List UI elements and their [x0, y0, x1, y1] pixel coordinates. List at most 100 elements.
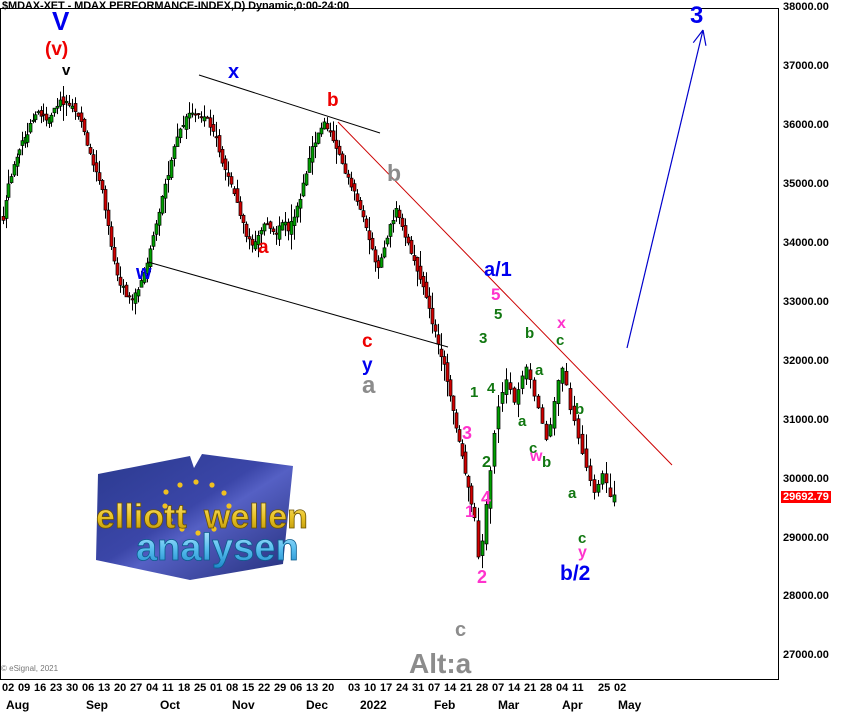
candle-body	[235, 188, 240, 203]
date-tick-label: 13	[306, 682, 319, 694]
candle-body	[460, 443, 465, 457]
candle-body	[394, 208, 399, 218]
wave-label-a1-11: a/1	[484, 259, 512, 281]
candle-body	[612, 494, 617, 503]
price-tick-label: 28000.00	[783, 590, 829, 603]
date-tick-label: 06	[290, 682, 303, 694]
candle-body	[232, 188, 237, 195]
date-tick-label: 21	[460, 682, 473, 694]
candle-body	[361, 210, 366, 218]
candle-body	[226, 172, 231, 177]
candle-body	[418, 265, 423, 280]
candle-body	[415, 256, 420, 272]
candle-body	[334, 139, 339, 149]
date-tick-label: 28	[540, 682, 553, 694]
candle-body	[127, 295, 132, 298]
candle-body	[512, 387, 517, 403]
candle-body	[247, 236, 252, 240]
candle-body	[1, 215, 6, 221]
candle-body	[112, 247, 117, 262]
month-label: Mar	[498, 698, 520, 712]
candle-body	[313, 142, 318, 148]
candle-body	[343, 163, 348, 174]
candle-body	[310, 146, 315, 163]
candle-body	[355, 193, 360, 202]
month-label: Apr	[562, 698, 583, 712]
date-tick-label: 22	[258, 682, 271, 694]
wave-label-b2-34: b/2	[560, 562, 591, 585]
candle-body	[268, 221, 273, 229]
candle-body	[516, 389, 521, 405]
date-tick-label: 02	[2, 682, 15, 694]
price-tick-label: 38000.00	[783, 1, 829, 13]
wave-label-b-22: b	[525, 325, 535, 342]
candle-body	[196, 113, 201, 116]
wave-label-a-31: a	[568, 485, 577, 502]
candle-body	[556, 380, 561, 405]
price-tick-label: 31000.00	[783, 413, 829, 426]
candle-body	[41, 113, 46, 116]
candle-body	[600, 473, 605, 485]
date-tick-label: 08	[226, 682, 239, 694]
candle-body	[564, 371, 569, 386]
candle-body	[280, 222, 285, 231]
candle-body	[17, 149, 22, 156]
candle-body	[307, 157, 312, 173]
month-label: Aug	[6, 698, 30, 712]
eu-stars	[162, 479, 232, 536]
candle-body	[184, 116, 189, 130]
candle-body	[304, 173, 309, 186]
candle-body	[584, 448, 589, 468]
candle-body	[9, 176, 14, 183]
candle-body	[67, 102, 72, 106]
candle-body	[532, 379, 537, 397]
price-tick-label: 36000.00	[783, 118, 829, 131]
candle-body	[508, 382, 513, 390]
candle-body	[536, 395, 541, 409]
candle-body	[55, 105, 60, 109]
candle-body	[277, 225, 282, 240]
candle-body	[33, 114, 38, 121]
candle-body	[163, 183, 168, 199]
logo-text-analysen: analysen	[136, 527, 299, 569]
candle-body	[271, 228, 276, 232]
date-tick-label: 11	[572, 682, 584, 694]
price-tick-label: 34000.00	[783, 236, 829, 249]
candle-body	[91, 154, 96, 166]
wave-label-a-10: a	[362, 372, 376, 399]
candle-body	[445, 362, 450, 382]
candle-body	[187, 112, 192, 119]
candle-body	[244, 223, 249, 237]
candle-body	[97, 172, 102, 181]
candle-body	[346, 173, 351, 178]
candle-body	[208, 117, 213, 128]
candle-body	[202, 116, 207, 122]
candle-body	[64, 100, 69, 104]
candle-body	[364, 218, 369, 229]
date-tick-label: 02	[614, 682, 627, 694]
candle-body	[400, 217, 405, 227]
candle-body	[331, 130, 336, 142]
price-tick-label: 27000.00	[783, 649, 829, 662]
candle-body	[484, 504, 489, 545]
candle-body	[373, 249, 378, 263]
candle-body	[292, 216, 297, 226]
candle-body	[31, 119, 36, 122]
candle-body	[259, 230, 264, 235]
candle-body	[214, 136, 219, 139]
wave-label-5-13: 5	[494, 306, 503, 323]
candle-body	[193, 113, 198, 116]
candle-body	[178, 128, 183, 139]
wave-label-a-24: a	[518, 413, 527, 430]
date-tick-label: 14	[444, 682, 457, 694]
date-tick-label: 17	[380, 682, 393, 694]
wave-label-Alta-36: Alt:a	[409, 648, 472, 679]
candle-body	[301, 182, 306, 197]
price-tick-label: 32000.00	[783, 354, 829, 367]
candle-body	[504, 379, 509, 395]
candle-body	[298, 198, 303, 209]
candle-body	[540, 407, 545, 424]
last-price-tag: 29692.79	[781, 490, 831, 503]
wave-label-2-21: 2	[477, 567, 488, 587]
candle-body	[376, 260, 381, 269]
